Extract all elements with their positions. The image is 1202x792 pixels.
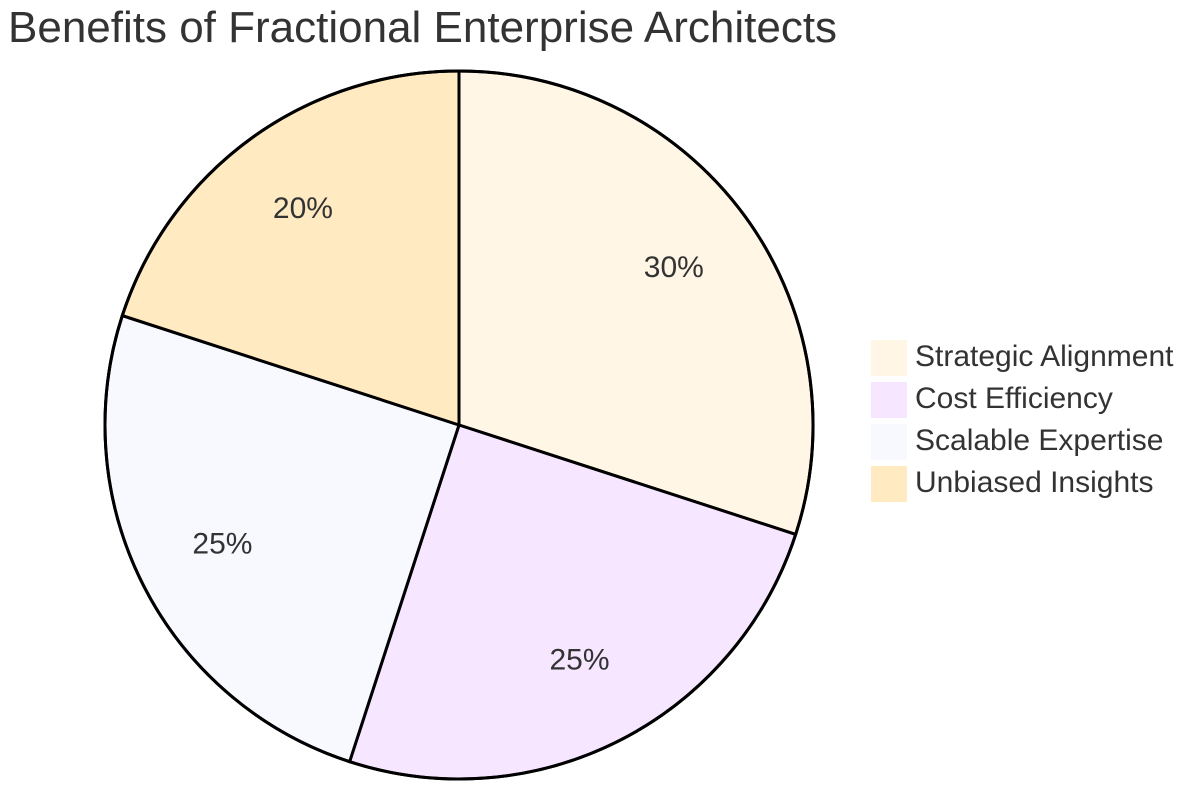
- pie-outline: [103, 69, 815, 781]
- legend-label-scalable-expertise: Scalable Expertise: [915, 424, 1163, 457]
- legend: Strategic Alignment Cost Efficiency Scalab…: [871, 340, 1174, 502]
- pie-slice-labels: 30% 25% 25% 20%: [192, 192, 703, 676]
- legend-label-unbiased-insights: Unbiased Insights: [915, 466, 1153, 499]
- pie-slice-label-strategic-alignment: 30%: [644, 251, 704, 284]
- legend-swatch-unbiased-insights: [871, 466, 907, 502]
- legend-swatch-scalable-expertise: [871, 424, 907, 460]
- pie-slice-label-unbiased-insights: 20%: [273, 192, 333, 225]
- chart-title: Benefits of Fractional Enterprise Archit…: [8, 3, 837, 52]
- legend-swatch-strategic-alignment: [871, 340, 907, 376]
- legend-swatch-cost-efficiency: [871, 382, 907, 418]
- pie-slice-label-scalable-expertise: 25%: [192, 527, 252, 560]
- legend-label-strategic-alignment: Strategic Alignment: [915, 340, 1174, 373]
- legend-label-cost-efficiency: Cost Efficiency: [915, 382, 1113, 415]
- pie-slice-label-cost-efficiency: 25%: [550, 643, 610, 676]
- pie-slices: [103, 69, 815, 781]
